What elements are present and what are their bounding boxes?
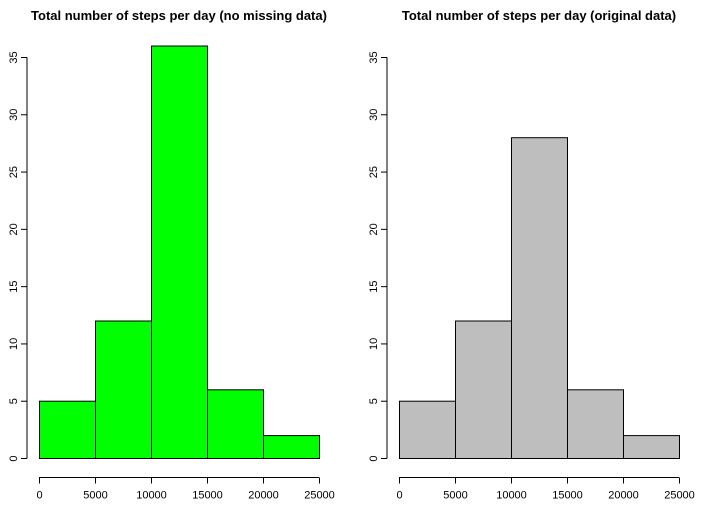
y-tick-label: 15 bbox=[368, 281, 380, 293]
x-tick-label: 10000 bbox=[136, 490, 167, 502]
histogram-bar bbox=[39, 400, 96, 460]
histogram-panel-no-missing: Total number of steps per day (no missin… bbox=[8, 8, 335, 502]
x-tick-label: 25000 bbox=[304, 490, 335, 502]
y-tick-label: 10 bbox=[8, 338, 20, 350]
histogram-panel-original: Total number of steps per day (original … bbox=[368, 8, 695, 502]
y-tick-label: 25 bbox=[368, 166, 380, 178]
y-tick-label: 5 bbox=[8, 398, 20, 404]
y-tick-label: 30 bbox=[8, 109, 20, 121]
chart-title: Total number of steps per day (original … bbox=[402, 8, 676, 23]
y-tick-label: 25 bbox=[8, 166, 20, 178]
histogram-bar bbox=[151, 45, 208, 459]
y-tick-label: 35 bbox=[8, 51, 20, 63]
chart-title: Total number of steps per day (no missin… bbox=[31, 8, 327, 23]
x-tick-label: 25000 bbox=[664, 490, 695, 502]
histogram-bar bbox=[623, 435, 680, 460]
histogram-bar bbox=[399, 400, 456, 460]
y-tick-label: 35 bbox=[368, 51, 380, 63]
x-tick-label: 15000 bbox=[552, 490, 583, 502]
x-tick-label: 0 bbox=[36, 490, 42, 502]
x-tick-label: 15000 bbox=[192, 490, 223, 502]
y-tick-label: 10 bbox=[368, 338, 380, 350]
x-tick-label: 5000 bbox=[83, 490, 107, 502]
histogram-bar bbox=[455, 320, 512, 459]
y-tick-label: 20 bbox=[8, 223, 20, 235]
histogram-bar bbox=[263, 435, 320, 460]
histogram-bar bbox=[207, 389, 264, 459]
x-tick-label: 5000 bbox=[443, 490, 467, 502]
histogram-bar bbox=[511, 137, 568, 459]
y-tick-label: 15 bbox=[8, 281, 20, 293]
x-tick-label: 10000 bbox=[496, 490, 527, 502]
x-tick-label: 20000 bbox=[608, 490, 639, 502]
histogram-bar bbox=[567, 389, 624, 459]
x-tick-label: 20000 bbox=[248, 490, 279, 502]
y-tick-label: 0 bbox=[8, 455, 20, 461]
y-tick-label: 20 bbox=[368, 223, 380, 235]
histogram-bar bbox=[95, 320, 152, 459]
y-tick-label: 30 bbox=[368, 109, 380, 121]
y-tick-label: 0 bbox=[368, 455, 380, 461]
y-tick-label: 5 bbox=[368, 398, 380, 404]
x-tick-label: 0 bbox=[396, 490, 402, 502]
